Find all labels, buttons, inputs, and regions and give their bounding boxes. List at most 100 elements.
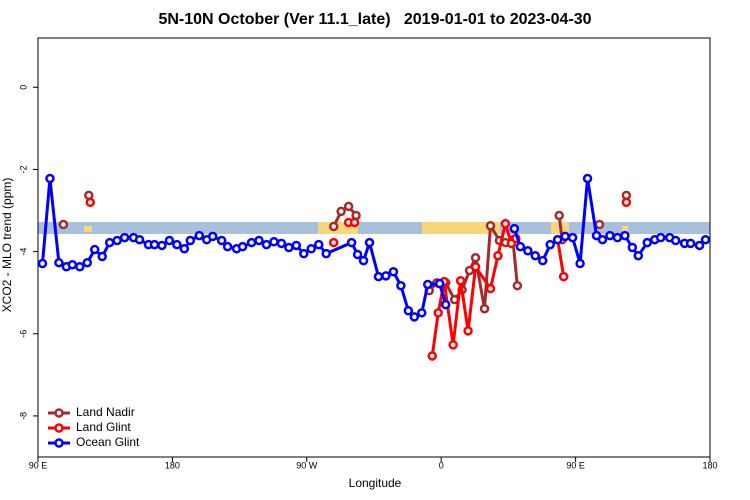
point (112, 235, 122, 246)
point (179, 243, 190, 254)
point (515, 241, 526, 252)
point (346, 237, 357, 248)
point (485, 283, 496, 294)
y-axis-label: XCO2 - MLO trend (ppm) (0, 178, 14, 313)
point (500, 218, 511, 229)
point (558, 271, 569, 282)
point (321, 248, 331, 259)
point (85, 197, 96, 208)
legend-marker (54, 408, 64, 418)
point (627, 242, 638, 253)
point (396, 280, 406, 291)
point (149, 239, 160, 250)
point (291, 240, 302, 251)
chart-title: 5N-10N October (Ver 11.1_late) 2019-01-0… (158, 11, 591, 28)
x-axis-label: Longitude (349, 476, 402, 490)
point (594, 219, 605, 230)
point (261, 239, 272, 250)
point (343, 201, 354, 212)
point (97, 251, 107, 262)
point (237, 241, 248, 252)
point (470, 253, 481, 263)
point (409, 312, 420, 322)
x-tick-label: 180 (165, 460, 180, 470)
point (545, 239, 555, 250)
point (530, 250, 541, 261)
point (567, 232, 578, 243)
point (216, 235, 227, 246)
point (523, 246, 533, 256)
point (612, 232, 623, 243)
point (352, 249, 363, 260)
point (358, 255, 369, 266)
point (493, 250, 503, 261)
point (512, 280, 523, 291)
point (373, 271, 384, 282)
point (509, 223, 520, 234)
point (388, 266, 399, 277)
point (185, 235, 196, 246)
point (605, 230, 615, 241)
y-tick-label: 0 (18, 85, 28, 90)
legend-marker (54, 438, 64, 448)
point (417, 308, 427, 318)
point (427, 351, 437, 361)
series-line (40, 178, 707, 319)
point (299, 248, 309, 259)
point (336, 206, 346, 217)
point (633, 250, 644, 261)
point (694, 240, 705, 251)
point (381, 271, 391, 281)
plot-frame (37, 37, 711, 458)
point (479, 303, 490, 314)
y-tick-label: -2 (18, 165, 28, 173)
y-tick-label: -4 (18, 248, 28, 256)
point (403, 306, 414, 316)
point (67, 260, 78, 270)
point (164, 235, 175, 246)
point (207, 231, 218, 242)
point (119, 232, 130, 243)
point (157, 240, 167, 251)
point (269, 236, 279, 247)
point (172, 239, 182, 250)
y-tick-label: -6 (18, 330, 28, 338)
point (591, 230, 602, 241)
point (582, 173, 593, 184)
point (134, 234, 145, 245)
x-tick-label: 180 (702, 460, 717, 470)
point (45, 173, 55, 184)
point (670, 235, 681, 246)
x-tick-label: 90 W (296, 460, 318, 470)
x-tick-label: 90 E (29, 460, 48, 470)
point (328, 237, 339, 248)
point (440, 299, 451, 310)
x-tick-label: 90 E (566, 460, 585, 470)
point (58, 219, 69, 230)
point (642, 237, 653, 248)
point (552, 234, 563, 245)
point (560, 231, 570, 242)
point (485, 220, 496, 231)
point (54, 257, 64, 268)
point (597, 234, 608, 245)
point (434, 278, 445, 289)
point (37, 258, 48, 269)
point (554, 210, 564, 221)
point (455, 276, 466, 286)
point (448, 340, 458, 350)
point (655, 232, 666, 243)
point (621, 197, 632, 208)
point (449, 294, 460, 305)
point (700, 234, 711, 245)
y-tick-label: -8 (18, 412, 28, 420)
legend-label: Land Nadir (76, 405, 135, 419)
point (89, 244, 100, 255)
point (470, 262, 481, 272)
x-tick-label: 0 (439, 460, 444, 470)
point (313, 239, 324, 250)
point (82, 257, 93, 268)
point (254, 235, 264, 246)
point (276, 238, 287, 249)
